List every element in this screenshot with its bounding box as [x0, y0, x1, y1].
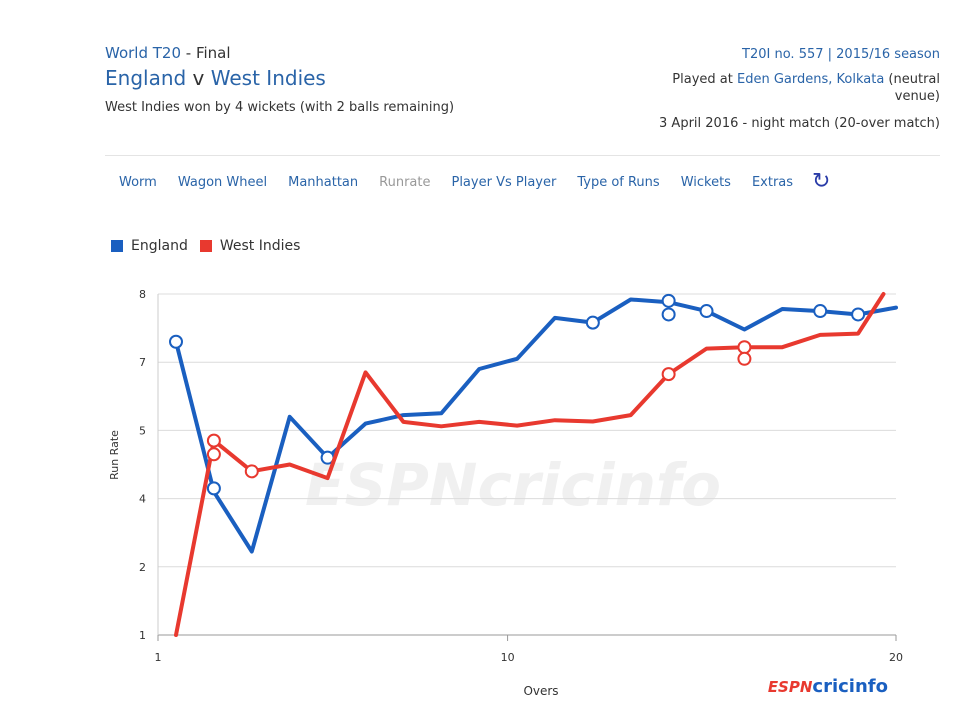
- espncricinfo-logo: ESPNcricinfo: [768, 676, 888, 697]
- wicket-marker: [661, 367, 676, 382]
- wicket-marker: [661, 307, 676, 322]
- match-header: World T20 - Final England v West Indies …: [105, 44, 454, 115]
- watermark: ESPNcricinfo: [305, 451, 721, 519]
- tab-type-of-runs[interactable]: Type of Runs: [577, 174, 660, 190]
- tab-runrate[interactable]: Runrate: [379, 174, 431, 190]
- chart-legend: England West Indies: [111, 238, 312, 254]
- y-tick-label: 7: [139, 356, 146, 369]
- tab-extras[interactable]: Extras: [751, 174, 794, 190]
- vs-label: v: [186, 66, 211, 90]
- wicket-marker: [169, 334, 183, 349]
- neutral-label: (neutral venue): [884, 72, 940, 104]
- legend-swatch-england: [111, 240, 123, 252]
- series-link[interactable]: World T20: [105, 44, 182, 62]
- wicket-marker: [585, 315, 600, 330]
- venue-info: Played at Eden Gardens, Kolkata (neutral…: [640, 71, 940, 105]
- team2-link[interactable]: West Indies: [210, 66, 326, 90]
- match-result: West Indies won by 4 wickets (with 2 bal…: [105, 100, 455, 115]
- legend-label-england: England: [131, 238, 188, 254]
- graph-nav: Worm Wagon Wheel Manhattan Runrate Playe…: [119, 169, 831, 194]
- x-tick-label: 20: [889, 651, 903, 664]
- series-suffix: - Final: [181, 44, 231, 62]
- x-tick-label: 10: [501, 651, 515, 664]
- y-tick-label: 4: [139, 493, 146, 506]
- wicket-marker: [206, 447, 221, 462]
- played-at-label: Played at: [672, 72, 737, 87]
- x-axis-label: Overs: [523, 684, 558, 698]
- wicket-marker: [244, 464, 259, 479]
- wicket-marker: [206, 481, 221, 496]
- wicket-marker: [699, 304, 714, 319]
- tab-wickets[interactable]: Wickets: [680, 174, 731, 190]
- team1-link[interactable]: England: [105, 66, 187, 90]
- legend-swatch-west-indies: [199, 240, 212, 252]
- y-tick-label: 1: [139, 629, 146, 642]
- match-info: T20I no. 557 | 2015/16 season Played at …: [640, 46, 940, 132]
- tab-wagon-wheel[interactable]: Wagon Wheel: [177, 174, 268, 190]
- wicket-marker: [851, 307, 866, 322]
- wicket-marker: [813, 304, 828, 319]
- x-tick-label: 1: [155, 651, 162, 664]
- legend-item-england[interactable]: England: [111, 238, 188, 254]
- legend-label-west-indies: West Indies: [219, 238, 301, 254]
- t20i-number[interactable]: T20I no. 557 | 2015/16 season: [742, 47, 940, 62]
- tab-player-vs-player[interactable]: Player Vs Player: [451, 174, 557, 190]
- wicket-marker: [661, 293, 676, 308]
- series-line-england: [174, 297, 898, 554]
- match-date: 3 April 2016 - night match (20-over matc…: [659, 116, 940, 131]
- tab-worm[interactable]: Worm: [119, 174, 157, 190]
- refresh-icon[interactable]: ↻: [812, 169, 831, 194]
- match-title: England v West Indies: [105, 66, 454, 90]
- tab-manhattan[interactable]: Manhattan: [288, 174, 359, 190]
- series-title: World T20 - Final: [105, 44, 454, 62]
- series-line-west-indies: [174, 292, 886, 637]
- wicket-marker: [737, 340, 752, 355]
- y-tick-label: 8: [139, 288, 146, 301]
- header-divider: [105, 155, 940, 156]
- y-tick-label: 5: [139, 424, 146, 437]
- y-axis-label: Run Rate: [108, 430, 121, 480]
- venue-link[interactable]: Eden Gardens, Kolkata: [737, 72, 885, 87]
- y-tick-label: 2: [139, 561, 146, 574]
- wicket-marker: [737, 351, 752, 366]
- wicket-marker: [206, 433, 221, 448]
- legend-item-west-indies[interactable]: West Indies: [199, 238, 301, 254]
